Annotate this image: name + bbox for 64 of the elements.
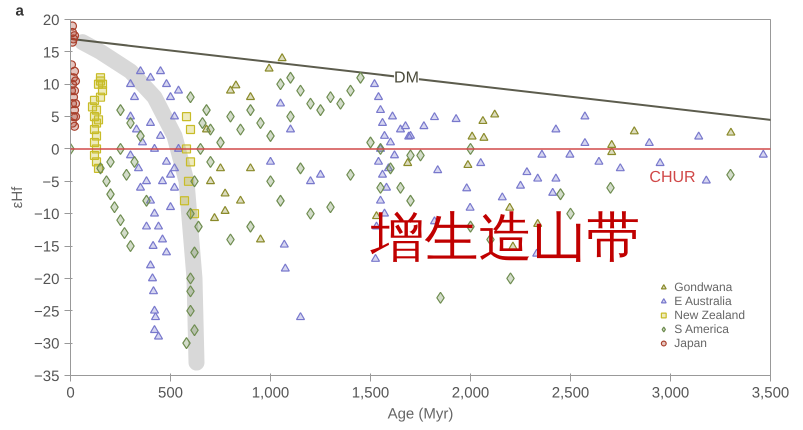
point — [607, 140, 616, 148]
x-tick-label: 3,000 — [652, 384, 690, 402]
y-tick-label: 0 — [51, 141, 60, 158]
x-tick-label: 0 — [66, 384, 75, 402]
legend-label: S America — [674, 322, 729, 336]
y-tick-label: −10 — [34, 206, 60, 224]
point — [490, 109, 500, 118]
point — [278, 53, 287, 62]
y-tick-label: −25 — [34, 303, 60, 320]
point — [94, 115, 104, 124]
x-axis-title: Age (Myr) — [388, 406, 454, 422]
point — [182, 112, 192, 122]
point — [231, 80, 240, 88]
point — [88, 102, 98, 112]
x-tick-label: 2,000 — [452, 384, 490, 402]
y-tick-label: 5 — [51, 109, 60, 126]
x-tick-label: 500 — [158, 384, 184, 402]
y-tick-label: −5 — [42, 174, 60, 191]
point — [726, 128, 736, 136]
point — [186, 124, 196, 134]
point — [246, 92, 256, 100]
point — [246, 163, 256, 172]
x-tick-label: 3,500 — [752, 384, 790, 402]
point — [630, 126, 639, 134]
point — [463, 160, 472, 168]
point — [220, 188, 230, 197]
series-label: DM — [394, 69, 419, 86]
point — [70, 21, 78, 31]
y-tick-label: −20 — [34, 270, 60, 288]
point — [210, 212, 220, 222]
ref-line-label: CHUR — [649, 168, 696, 186]
text: a — [16, 2, 24, 20]
legend-label: Japan — [674, 336, 707, 350]
x-tick-label: 1,500 — [352, 384, 390, 402]
point — [206, 176, 216, 184]
point — [403, 158, 412, 166]
legend-label: Gondwana — [674, 280, 732, 294]
point — [226, 85, 236, 94]
point — [479, 132, 488, 141]
point — [98, 80, 108, 89]
y-tick-label: 20 — [42, 12, 60, 29]
y-tick-label: −15 — [34, 238, 60, 256]
y-tick-label: −35 — [34, 368, 60, 385]
y-tick-label: 10 — [42, 76, 60, 94]
point — [70, 31, 80, 40]
y-tick-label: 15 — [42, 44, 60, 62]
y-tick-label: −30 — [34, 336, 60, 353]
point — [505, 202, 514, 211]
point — [216, 163, 226, 172]
point — [256, 234, 266, 242]
point — [478, 116, 488, 124]
x-tick-label: 2,500 — [552, 384, 590, 402]
annotation: 增生造山带 — [370, 208, 640, 268]
point — [236, 196, 246, 204]
point — [264, 63, 274, 72]
point — [220, 206, 230, 214]
legend-label: E Australia — [674, 294, 732, 308]
x-tick-label: 1,000 — [252, 384, 290, 402]
legend-label: New Zealand — [674, 308, 745, 322]
point — [180, 196, 190, 206]
point — [186, 157, 196, 166]
point — [70, 122, 80, 131]
point — [468, 131, 477, 140]
y-axis-title: εHf — [9, 186, 26, 208]
